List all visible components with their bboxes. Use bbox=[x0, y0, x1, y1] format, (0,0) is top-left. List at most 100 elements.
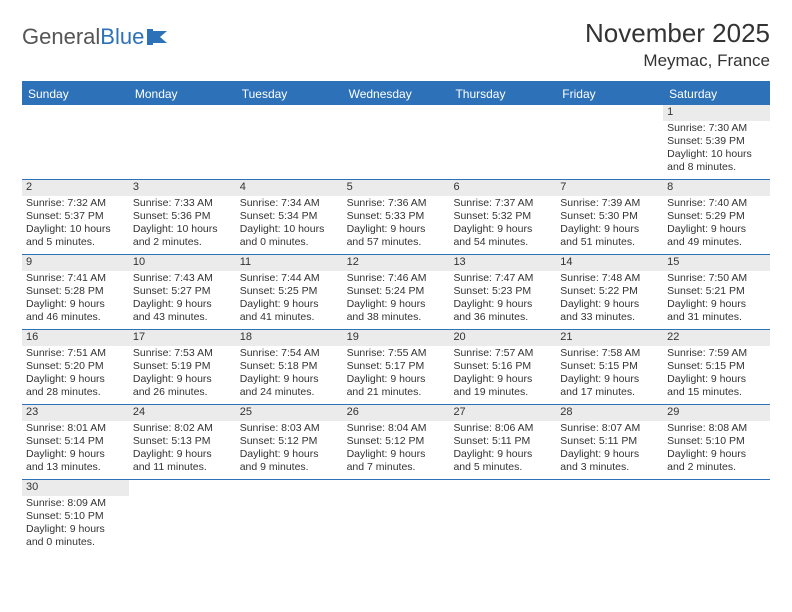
weekday-header: Monday bbox=[129, 83, 236, 105]
day-cell: 9Sunrise: 7:41 AMSunset: 5:28 PMDaylight… bbox=[22, 255, 129, 329]
daylight-text: Daylight: 9 hours and 11 minutes. bbox=[133, 448, 232, 474]
day-cell: 28Sunrise: 8:07 AMSunset: 5:11 PMDayligh… bbox=[556, 405, 663, 479]
day-cell bbox=[343, 105, 450, 179]
daylight-text: Daylight: 10 hours and 2 minutes. bbox=[133, 223, 232, 249]
day-cell: 26Sunrise: 8:04 AMSunset: 5:12 PMDayligh… bbox=[343, 405, 450, 479]
day-number: 18 bbox=[236, 330, 343, 346]
day-number: 25 bbox=[236, 405, 343, 421]
day-number: 24 bbox=[129, 405, 236, 421]
logo: GeneralBlue bbox=[22, 18, 168, 50]
day-cell bbox=[663, 480, 770, 554]
weeks-container: 1Sunrise: 7:30 AMSunset: 5:39 PMDaylight… bbox=[22, 105, 770, 554]
daylight-text: Daylight: 9 hours and 51 minutes. bbox=[560, 223, 659, 249]
sunrise-text: Sunrise: 7:59 AM bbox=[667, 347, 766, 360]
weekday-header: Tuesday bbox=[236, 83, 343, 105]
day-cell: 3Sunrise: 7:33 AMSunset: 5:36 PMDaylight… bbox=[129, 180, 236, 254]
day-cell bbox=[129, 480, 236, 554]
day-body: Sunrise: 7:43 AMSunset: 5:27 PMDaylight:… bbox=[129, 271, 236, 327]
week-row: 16Sunrise: 7:51 AMSunset: 5:20 PMDayligh… bbox=[22, 330, 770, 405]
sunset-text: Sunset: 5:37 PM bbox=[26, 210, 125, 223]
day-body: Sunrise: 8:04 AMSunset: 5:12 PMDaylight:… bbox=[343, 421, 450, 477]
day-cell: 7Sunrise: 7:39 AMSunset: 5:30 PMDaylight… bbox=[556, 180, 663, 254]
weekday-header: Saturday bbox=[663, 83, 770, 105]
logo-text-general: General bbox=[22, 24, 100, 50]
sunset-text: Sunset: 5:21 PM bbox=[667, 285, 766, 298]
daylight-text: Daylight: 9 hours and 46 minutes. bbox=[26, 298, 125, 324]
sunset-text: Sunset: 5:13 PM bbox=[133, 435, 232, 448]
day-number: 6 bbox=[449, 180, 556, 196]
day-body: Sunrise: 7:39 AMSunset: 5:30 PMDaylight:… bbox=[556, 196, 663, 252]
day-number: 3 bbox=[129, 180, 236, 196]
weekday-header: Wednesday bbox=[343, 83, 450, 105]
day-number: 26 bbox=[343, 405, 450, 421]
sunrise-text: Sunrise: 7:44 AM bbox=[240, 272, 339, 285]
day-cell: 23Sunrise: 8:01 AMSunset: 5:14 PMDayligh… bbox=[22, 405, 129, 479]
day-number: 1 bbox=[663, 105, 770, 121]
sunrise-text: Sunrise: 7:46 AM bbox=[347, 272, 446, 285]
sunset-text: Sunset: 5:27 PM bbox=[133, 285, 232, 298]
day-number: 8 bbox=[663, 180, 770, 196]
day-body: Sunrise: 7:33 AMSunset: 5:36 PMDaylight:… bbox=[129, 196, 236, 252]
day-number: 16 bbox=[22, 330, 129, 346]
day-body: Sunrise: 8:03 AMSunset: 5:12 PMDaylight:… bbox=[236, 421, 343, 477]
day-body: Sunrise: 7:55 AMSunset: 5:17 PMDaylight:… bbox=[343, 346, 450, 402]
day-cell bbox=[556, 480, 663, 554]
sunrise-text: Sunrise: 7:55 AM bbox=[347, 347, 446, 360]
day-cell bbox=[449, 480, 556, 554]
sunset-text: Sunset: 5:36 PM bbox=[133, 210, 232, 223]
sunset-text: Sunset: 5:34 PM bbox=[240, 210, 339, 223]
day-body: Sunrise: 7:36 AMSunset: 5:33 PMDaylight:… bbox=[343, 196, 450, 252]
day-number: 13 bbox=[449, 255, 556, 271]
day-number: 23 bbox=[22, 405, 129, 421]
day-number: 5 bbox=[343, 180, 450, 196]
sunrise-text: Sunrise: 7:37 AM bbox=[453, 197, 552, 210]
sunrise-text: Sunrise: 7:50 AM bbox=[667, 272, 766, 285]
day-cell: 6Sunrise: 7:37 AMSunset: 5:32 PMDaylight… bbox=[449, 180, 556, 254]
daylight-text: Daylight: 9 hours and 38 minutes. bbox=[347, 298, 446, 324]
weekday-header: Sunday bbox=[22, 83, 129, 105]
daylight-text: Daylight: 9 hours and 24 minutes. bbox=[240, 373, 339, 399]
sunrise-text: Sunrise: 7:32 AM bbox=[26, 197, 125, 210]
weekday-header: Friday bbox=[556, 83, 663, 105]
sunset-text: Sunset: 5:24 PM bbox=[347, 285, 446, 298]
day-body: Sunrise: 7:40 AMSunset: 5:29 PMDaylight:… bbox=[663, 196, 770, 252]
sunrise-text: Sunrise: 7:57 AM bbox=[453, 347, 552, 360]
sunset-text: Sunset: 5:14 PM bbox=[26, 435, 125, 448]
daylight-text: Daylight: 9 hours and 36 minutes. bbox=[453, 298, 552, 324]
sunset-text: Sunset: 5:19 PM bbox=[133, 360, 232, 373]
day-body: Sunrise: 8:01 AMSunset: 5:14 PMDaylight:… bbox=[22, 421, 129, 477]
day-body: Sunrise: 7:32 AMSunset: 5:37 PMDaylight:… bbox=[22, 196, 129, 252]
sunset-text: Sunset: 5:25 PM bbox=[240, 285, 339, 298]
sunrise-text: Sunrise: 7:30 AM bbox=[667, 122, 766, 135]
day-cell: 30Sunrise: 8:09 AMSunset: 5:10 PMDayligh… bbox=[22, 480, 129, 554]
sunrise-text: Sunrise: 8:03 AM bbox=[240, 422, 339, 435]
day-number: 14 bbox=[556, 255, 663, 271]
day-body: Sunrise: 7:57 AMSunset: 5:16 PMDaylight:… bbox=[449, 346, 556, 402]
sunrise-text: Sunrise: 7:34 AM bbox=[240, 197, 339, 210]
daylight-text: Daylight: 9 hours and 5 minutes. bbox=[453, 448, 552, 474]
day-cell: 18Sunrise: 7:54 AMSunset: 5:18 PMDayligh… bbox=[236, 330, 343, 404]
sunrise-text: Sunrise: 8:06 AM bbox=[453, 422, 552, 435]
day-cell: 15Sunrise: 7:50 AMSunset: 5:21 PMDayligh… bbox=[663, 255, 770, 329]
day-number: 22 bbox=[663, 330, 770, 346]
day-number: 12 bbox=[343, 255, 450, 271]
daylight-text: Daylight: 9 hours and 21 minutes. bbox=[347, 373, 446, 399]
sunset-text: Sunset: 5:11 PM bbox=[453, 435, 552, 448]
daylight-text: Daylight: 9 hours and 15 minutes. bbox=[667, 373, 766, 399]
daylight-text: Daylight: 9 hours and 26 minutes. bbox=[133, 373, 232, 399]
title-block: November 2025 Meymac, France bbox=[585, 18, 770, 71]
day-number: 2 bbox=[22, 180, 129, 196]
day-cell bbox=[343, 480, 450, 554]
day-body: Sunrise: 7:59 AMSunset: 5:15 PMDaylight:… bbox=[663, 346, 770, 402]
sunset-text: Sunset: 5:20 PM bbox=[26, 360, 125, 373]
week-row: 30Sunrise: 8:09 AMSunset: 5:10 PMDayligh… bbox=[22, 480, 770, 554]
day-body: Sunrise: 7:47 AMSunset: 5:23 PMDaylight:… bbox=[449, 271, 556, 327]
sunset-text: Sunset: 5:16 PM bbox=[453, 360, 552, 373]
daylight-text: Daylight: 9 hours and 9 minutes. bbox=[240, 448, 339, 474]
daylight-text: Daylight: 10 hours and 0 minutes. bbox=[240, 223, 339, 249]
daylight-text: Daylight: 9 hours and 0 minutes. bbox=[26, 523, 125, 549]
daylight-text: Daylight: 9 hours and 43 minutes. bbox=[133, 298, 232, 324]
day-body: Sunrise: 7:50 AMSunset: 5:21 PMDaylight:… bbox=[663, 271, 770, 327]
daylight-text: Daylight: 9 hours and 33 minutes. bbox=[560, 298, 659, 324]
week-row: 1Sunrise: 7:30 AMSunset: 5:39 PMDaylight… bbox=[22, 105, 770, 180]
